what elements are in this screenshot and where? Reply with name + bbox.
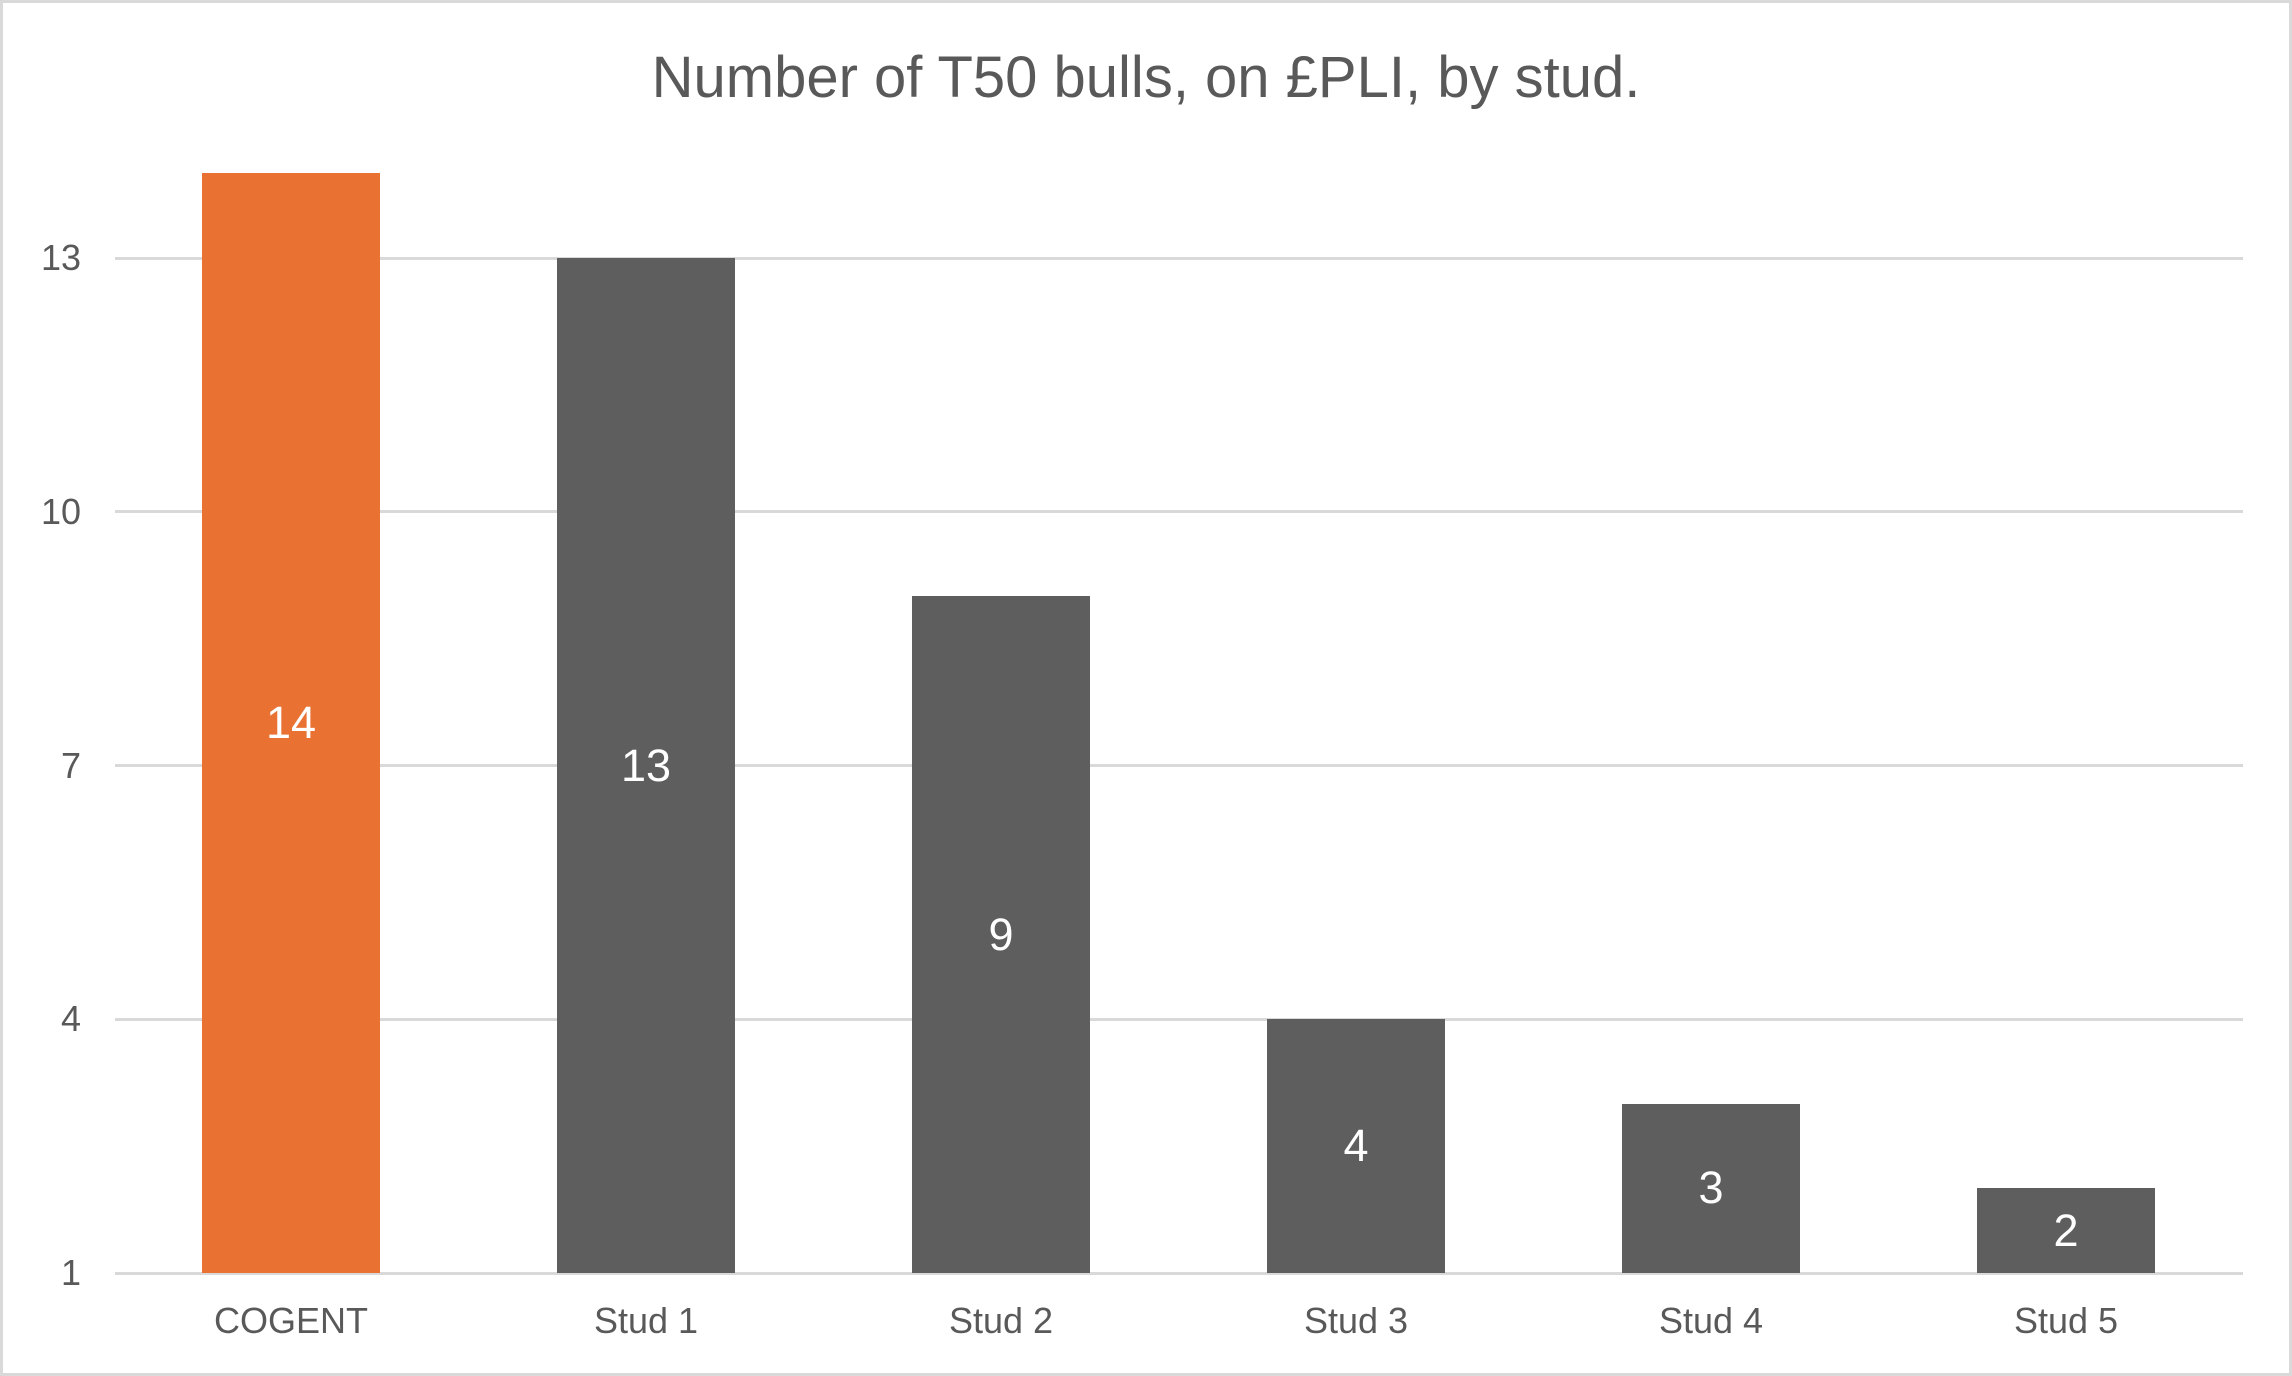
bar bbox=[1267, 1019, 1445, 1273]
bar bbox=[202, 173, 380, 1273]
bar bbox=[912, 596, 1090, 1273]
gridline bbox=[115, 764, 2243, 768]
gridline bbox=[115, 256, 2243, 260]
gridline bbox=[115, 510, 2243, 514]
y-tick-label: 4 bbox=[60, 998, 81, 1040]
bar-value-label: 2 bbox=[2053, 1204, 2079, 1256]
bar bbox=[1977, 1188, 2155, 1273]
x-axis-label: Stud 3 bbox=[1303, 1300, 1409, 1341]
y-tick-label: 10 bbox=[40, 490, 81, 532]
y-tick-label: 7 bbox=[60, 744, 81, 786]
bar-value-label: 3 bbox=[1698, 1162, 1724, 1214]
x-axis-label: COGENT bbox=[213, 1300, 368, 1341]
bar-value-label: 9 bbox=[988, 908, 1014, 960]
bar-value-label: 13 bbox=[620, 739, 672, 791]
bar bbox=[1622, 1103, 1800, 1273]
x-axis-label: Stud 4 bbox=[1658, 1300, 1764, 1341]
x-axis-label: Stud 2 bbox=[948, 1300, 1054, 1341]
chart-title: Number of T50 bulls, on £PLI, by stud. bbox=[651, 45, 1641, 110]
y-tick-label: 1 bbox=[60, 1252, 81, 1293]
bar-value-label: 14 bbox=[265, 697, 317, 749]
gridline bbox=[115, 1271, 2243, 1275]
y-tick-label: 13 bbox=[40, 237, 81, 279]
x-axis-label: Stud 1 bbox=[593, 1300, 699, 1341]
gridline bbox=[115, 1017, 2243, 1021]
x-axis-label: Stud 5 bbox=[2013, 1300, 2119, 1341]
bar-value-label: 4 bbox=[1343, 1120, 1369, 1172]
bar bbox=[557, 258, 735, 1273]
